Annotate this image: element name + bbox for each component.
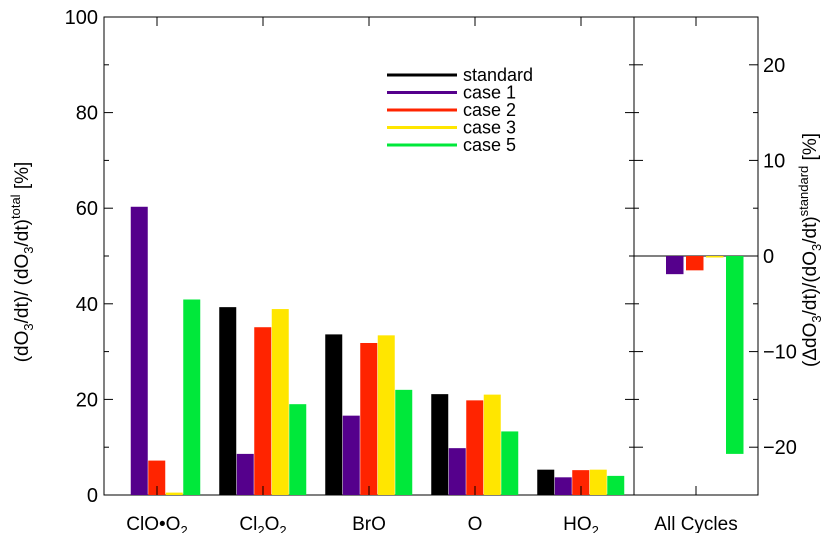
bar-case-5 (289, 404, 307, 495)
left-y-tick-label: 40 (76, 294, 98, 316)
axis-title-part: /dt)/ (dO (12, 254, 33, 324)
axis-title-part: 3 (809, 244, 824, 251)
bar-all-cycles-case-2 (686, 256, 704, 271)
x-tick-label: All Cycles (654, 514, 737, 533)
axis-title-part: (ΔdO (800, 323, 821, 367)
bar-all-cycles-case-1 (666, 256, 684, 275)
legend-label: standard (463, 65, 533, 85)
left-y-tick-label: 80 (76, 103, 98, 125)
x-tick-label-sub: 2 (279, 523, 286, 533)
bar-case-3 (589, 469, 607, 495)
x-tick-label: Cl2O2 (239, 514, 286, 533)
axis-title-part: /dt) (800, 216, 821, 243)
axis-title-part: [%] (12, 162, 33, 195)
bar-all-cycles-case-5 (726, 256, 744, 454)
bar-standard (537, 469, 555, 495)
axis-title-part: /dt)/(dO (800, 251, 821, 315)
bar-case-5 (607, 475, 625, 495)
right-y-tick-label: 0 (763, 246, 774, 268)
left-y-tick-label: 100 (65, 7, 98, 29)
axis-title-part: 3 (809, 315, 824, 322)
bar-case-3 (271, 309, 289, 495)
bar-case-5 (395, 389, 413, 495)
bar-case-1 (554, 477, 572, 495)
axis-title-part: standard (796, 166, 811, 217)
bar-standard (325, 334, 343, 495)
bar-case-1 (236, 453, 254, 495)
left-y-tick-label: 60 (76, 198, 98, 220)
x-tick-label-base: ClO•O (126, 514, 180, 533)
left-y-tick-label: 20 (76, 389, 98, 411)
bar-case-2 (466, 400, 484, 495)
x-tick-label-sub: 2 (180, 523, 187, 533)
left-y-axis-title: (dO3/dt)/ (dO3/dt)total [%] (8, 162, 36, 363)
legend-label: case 3 (463, 118, 516, 138)
x-tick-label-base: BrO (352, 514, 386, 533)
right-y-tick-label: −10 (763, 342, 797, 364)
right-y-axis-title: (ΔdO3/dt)/(dO3/dt)standard [%] (796, 133, 824, 367)
x-tick-label: HO2 (563, 514, 599, 533)
axis-title-part: (dO (12, 331, 33, 363)
bar-case-2 (360, 342, 378, 495)
bar-all-cycles-case-3 (706, 256, 724, 258)
x-tick-label-base: Cl (239, 514, 257, 533)
bar-case-2 (148, 460, 166, 495)
bar-case-3 (377, 335, 395, 495)
bar-case-2 (254, 327, 272, 495)
x-tick-label-base: O (468, 514, 483, 533)
legend-label: case 2 (463, 100, 516, 120)
bar-case-2 (572, 470, 590, 495)
bar-case-1 (342, 415, 360, 495)
legend-label: case 1 (463, 83, 516, 103)
right-y-tick-label: −20 (763, 437, 797, 459)
right-y-tick-label: 10 (763, 150, 785, 172)
axis-title-part: 3 (21, 323, 36, 330)
bar-case-1 (448, 448, 466, 495)
x-tick-label: O (468, 514, 483, 533)
bar-standard (431, 394, 449, 495)
x-tick-label: BrO (352, 514, 386, 533)
axis-title-part: /dt) (12, 219, 33, 246)
x-tick-label: ClO•O2 (126, 514, 187, 533)
x-tick-label-sub: 2 (257, 523, 264, 533)
bar-case-5 (183, 299, 201, 495)
bar-case-3 (165, 492, 183, 495)
axis-title-part: [%] (800, 133, 821, 166)
axis-title-part: 3 (21, 246, 36, 253)
left-y-tick-label: 0 (87, 485, 98, 507)
axis-title-part: total (8, 194, 23, 219)
bar-case-1 (130, 206, 148, 496)
x-tick-label-base: HO (563, 514, 592, 533)
bar-case-5 (501, 431, 519, 495)
legend-label: case 5 (463, 135, 516, 155)
right-y-tick-label: 20 (763, 55, 785, 77)
bar-case-3 (483, 394, 501, 495)
x-tick-label-tail: O (265, 514, 280, 533)
bar-standard (219, 307, 237, 495)
x-tick-label-sub: 2 (592, 523, 599, 533)
